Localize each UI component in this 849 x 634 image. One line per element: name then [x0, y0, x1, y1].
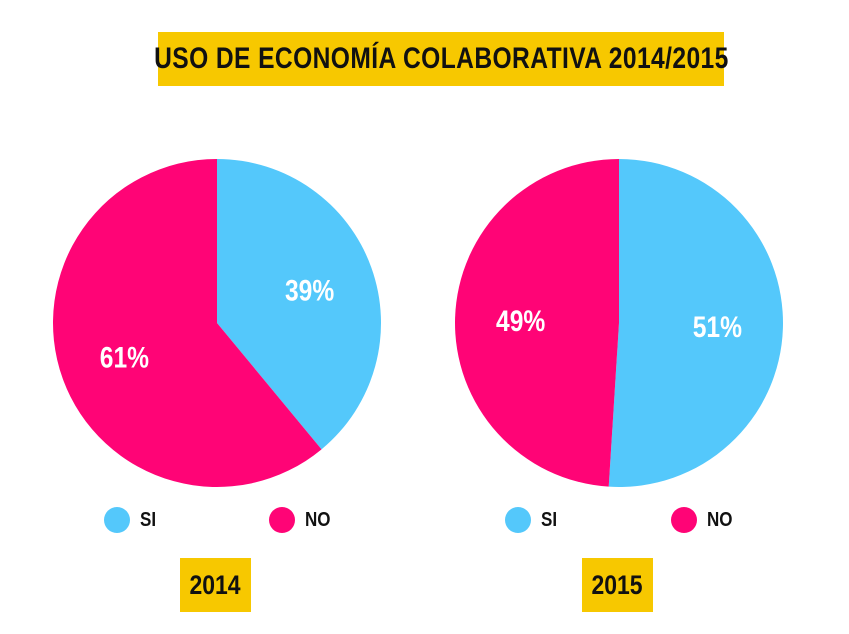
legend-label-no: NO	[707, 508, 733, 531]
year-label-2015: 2015	[582, 558, 653, 612]
legend-swatch-si	[505, 507, 531, 533]
year-label-2014: 2014	[180, 558, 251, 612]
year-text-2015: 2015	[591, 569, 644, 600]
pie-2015-slice-no	[455, 159, 619, 487]
legend-swatch-no	[269, 507, 295, 533]
legend-2015-no: NO	[671, 505, 737, 535]
year-text-2014: 2014	[189, 569, 242, 600]
pie-2015-label-no: 49%	[496, 304, 545, 338]
legend-label-no: NO	[305, 508, 331, 531]
legend-label-si: SI	[541, 508, 558, 531]
pie-2014-label-si: 39%	[285, 273, 334, 307]
legend-2014-si: SI	[104, 505, 159, 535]
pie-2014-slice-si	[217, 159, 381, 450]
legend-label-si: SI	[140, 508, 157, 531]
chart-title-banner: USO DE ECONOMÍA COLABORATIVA 2014/2015	[154, 32, 728, 86]
pie-2014-label-no: 61%	[100, 340, 149, 374]
legend-2014-no: NO	[269, 505, 335, 535]
legend-swatch-no	[671, 507, 697, 533]
pie-2015-label-si: 51%	[693, 310, 742, 344]
legend-2015-si: SI	[505, 505, 560, 535]
legend-swatch-si	[104, 507, 130, 533]
chart-title: USO DE ECONOMÍA COLABORATIVA 2014/2015	[153, 42, 729, 75]
pie-2015-slice-si	[608, 159, 784, 488]
pie-2014-slice-no	[52, 159, 322, 488]
